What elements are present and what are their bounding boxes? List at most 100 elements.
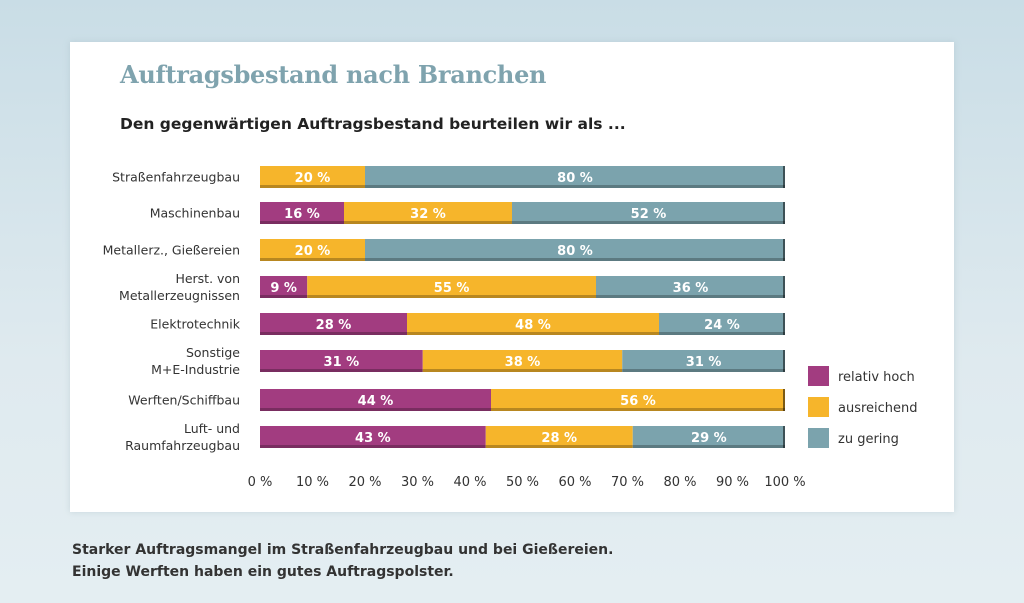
x-tick-label: 70 % [611,475,644,490]
bar-segment [407,313,659,335]
legend-label: relativ hoch [838,370,915,385]
caption-line-1: Starker Auftragsmangel im Straßenfahrzeu… [72,542,614,558]
bar-shadow [407,332,659,335]
category-label: Herst. von [175,271,240,286]
bar-segment [422,350,623,372]
legend-swatch [808,366,829,386]
bar-shadow [365,258,785,261]
bar-end [783,202,785,224]
data-label: 29 % [691,431,727,446]
legend-label: ausreichend [838,401,918,416]
data-label: 36 % [673,281,709,296]
data-label: 38 % [505,355,541,370]
category-label: Maschinenbau [150,206,240,221]
bar-end [783,389,785,411]
x-tick-label: 0 % [248,475,273,490]
data-label: 31 % [686,355,722,370]
bar-shadow [632,445,785,448]
data-label: 9 % [270,281,297,296]
data-label: 48 % [515,318,551,333]
bar-segment [260,313,407,335]
bar-shadow [596,295,785,298]
data-label: 52 % [631,207,667,222]
bar-shadow [365,185,785,188]
chart-title: Auftragsbestand nach Branchen [120,60,547,89]
bar-end [783,239,785,261]
bar-shadow [307,295,596,298]
data-label: 80 % [557,244,593,259]
bar-end [783,276,785,298]
category-label: Sonstige [186,345,240,360]
bar-shadow [344,221,512,224]
bar-segment [622,350,785,372]
bar-shadow [260,369,423,372]
x-tick-label: 10 % [296,475,329,490]
bar-segment [365,239,785,261]
bar-segment [512,202,785,224]
category-label: Elektrotechnik [150,317,240,332]
data-label: 44 % [358,394,394,409]
bar-segment [485,426,633,448]
category-label: Metallerz., Gießereien [103,243,240,258]
bar-end [783,350,785,372]
chart-subtitle: Den gegenwärtigen Auftragsbestand beurte… [120,115,626,133]
bar-shadow [622,369,785,372]
bar-shadow [491,408,785,411]
x-tick-label: 50 % [506,475,539,490]
x-tick-label: 40 % [453,475,486,490]
bar-segment [260,276,308,298]
caption-line-2: Einige Werften haben ein gutes Auftragsp… [72,564,454,580]
bar-segment [260,202,344,224]
bar-shadow [260,445,486,448]
category-label: Metallerzeugnissen [119,288,240,303]
x-tick-label: 60 % [558,475,591,490]
bar-segment [344,202,512,224]
bar-end [783,166,785,188]
x-tick-label: 20 % [348,475,381,490]
data-label: 24 % [704,318,740,333]
x-tick-label: 100 % [764,475,805,490]
x-tick-label: 90 % [716,475,749,490]
bar-segment [632,426,785,448]
data-label: 16 % [284,207,320,222]
bar-shadow [659,332,785,335]
bar-segment [260,350,423,372]
caption: Starker Auftragsmangel im Straßenfahrzeu… [72,539,613,583]
bar-segment [365,166,785,188]
data-label: 80 % [557,171,593,186]
bar-segment [260,166,365,188]
bar-segment [260,239,365,261]
category-label: Straßenfahrzeugbau [112,170,240,185]
bar-segment [307,276,596,298]
bar-end [783,313,785,335]
bar-segment [491,389,785,411]
legend-swatch [808,397,829,417]
x-tick-label: 80 % [663,475,696,490]
data-label: 31 % [324,355,360,370]
data-label: 56 % [620,394,656,409]
legend-label: zu gering [838,432,899,447]
data-label: 55 % [434,281,470,296]
bar-segment [260,426,486,448]
x-tick-label: 30 % [401,475,434,490]
bar-shadow [260,258,365,261]
legend-swatch [808,428,829,448]
bar-shadow [260,295,308,298]
category-label: M+E-Industrie [151,362,240,377]
data-label: 20 % [295,244,331,259]
bar-segment [260,389,491,411]
data-label: 28 % [316,318,352,333]
bar-segment [596,276,785,298]
bar-shadow [512,221,785,224]
data-label: 43 % [355,431,391,446]
category-label: Werften/Schiffbau [128,393,240,408]
data-label: 20 % [295,171,331,186]
category-label: Luft- und [184,421,240,436]
data-label: 32 % [410,207,446,222]
bar-end [783,426,785,448]
bar-shadow [485,445,633,448]
bar-shadow [260,185,365,188]
bar-shadow [422,369,623,372]
bar-shadow [260,408,491,411]
